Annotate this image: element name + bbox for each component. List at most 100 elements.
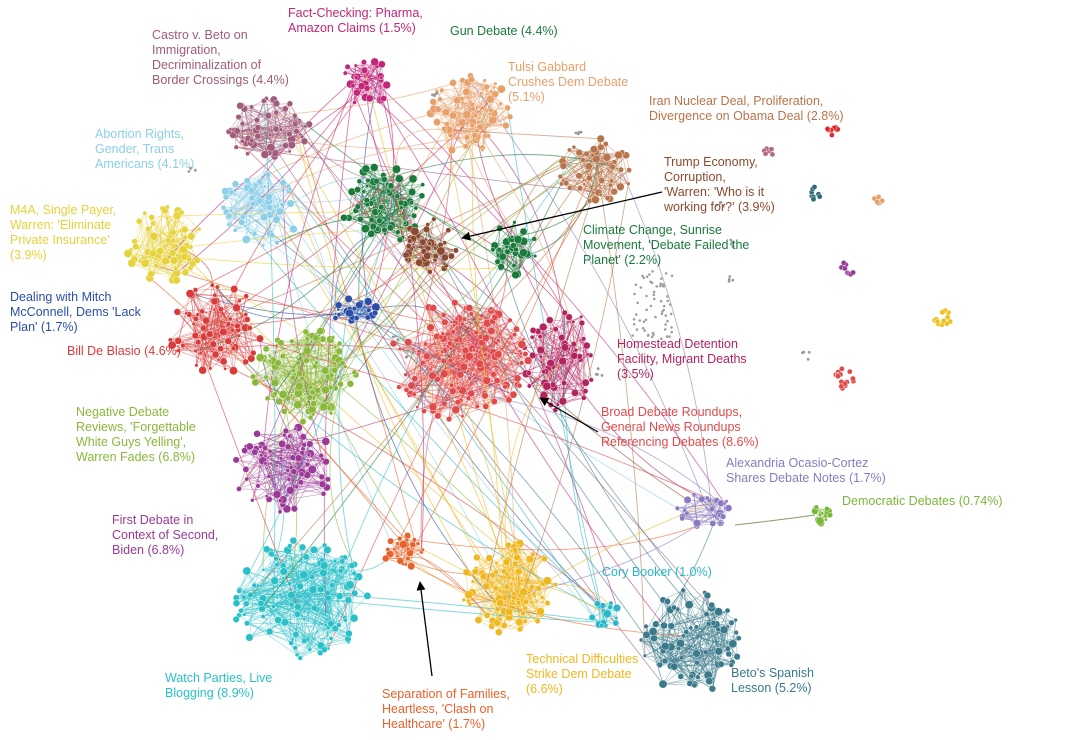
node-fact [350,83,356,89]
node-abortion [256,197,264,205]
edge [552,366,565,384]
edge [297,556,343,615]
edge [486,558,545,616]
node-broad [449,382,454,388]
node-demdebates [827,512,833,518]
node-broad [493,377,501,385]
edge [213,307,220,345]
node-gun [367,230,376,238]
node-broad [454,399,461,406]
node-homestead [546,316,554,324]
node-gun [396,236,404,243]
edge [652,631,695,686]
node-negative [310,412,316,417]
node-iran [609,178,614,184]
edge [255,382,332,414]
edge [243,565,350,598]
node-fact [361,66,369,74]
node-broad [487,327,496,335]
node-homestead [560,343,569,352]
edge [582,154,619,161]
node-m4a [135,217,143,225]
edge [239,300,246,321]
node-m4a [149,249,157,258]
node-iran [603,141,609,147]
node-deblasio [184,311,189,316]
node-climate [512,220,517,225]
node-broad [474,403,480,409]
node-homestead [570,341,577,348]
node-demdebates [824,506,830,512]
node-first [284,443,292,450]
edge [368,305,455,326]
node-broad [481,392,489,400]
node-negative [296,370,303,378]
edge [159,208,163,252]
node-m4a [168,249,177,257]
node-gun [408,174,418,184]
node-fact [353,63,358,68]
node-abortion [262,184,267,189]
node-trump [445,227,452,233]
edge [251,190,294,230]
edge [296,483,323,488]
node-trump [405,243,412,249]
node-tulsi [506,113,514,120]
node-gun [356,178,363,185]
node-gun [392,164,401,174]
node-mitch [336,312,342,318]
edge [414,327,431,379]
node-broad [513,374,522,383]
node-gun [394,193,400,199]
edge [409,331,454,394]
node-homestead [539,322,548,332]
edge [475,93,482,116]
edge [306,350,414,545]
node-broad [513,325,520,333]
edge [153,228,200,237]
edge [294,458,323,509]
edge [686,604,690,633]
node-broad [441,318,449,326]
node-climate [490,247,496,253]
node-gun [354,203,361,210]
node-homestead [582,388,589,394]
edge [540,349,586,383]
node-negative [302,328,309,335]
node-deblasio [180,343,186,349]
node-homestead [570,352,578,360]
node-broad [449,387,457,395]
edge [432,307,465,368]
node-m4a [123,249,133,258]
node-deblasio [219,327,228,336]
edge [301,136,400,182]
node-homestead [558,397,568,406]
edge [325,152,580,616]
edge [282,335,311,395]
edge [316,338,319,363]
edge [264,154,600,625]
node-broad [415,405,420,409]
edge [324,545,355,619]
node-m4a [173,243,179,249]
node-homestead [581,395,587,401]
node-tulsi [462,110,472,119]
edge [290,596,349,640]
node-deblasio [229,366,238,376]
node-homestead [526,370,532,376]
node-abortion [238,218,246,226]
node-climate [496,247,502,253]
edge [562,360,695,496]
node-abortion [252,231,258,237]
node-fact [344,63,351,70]
node-aoc [724,504,733,512]
node-castro [300,137,309,145]
edge [557,322,583,405]
node-deblasio [210,297,219,306]
node-trump [441,253,449,262]
edge [300,354,311,398]
node-broad [456,370,465,379]
edge [444,322,469,399]
edge [291,330,321,342]
node-iran [610,188,618,196]
